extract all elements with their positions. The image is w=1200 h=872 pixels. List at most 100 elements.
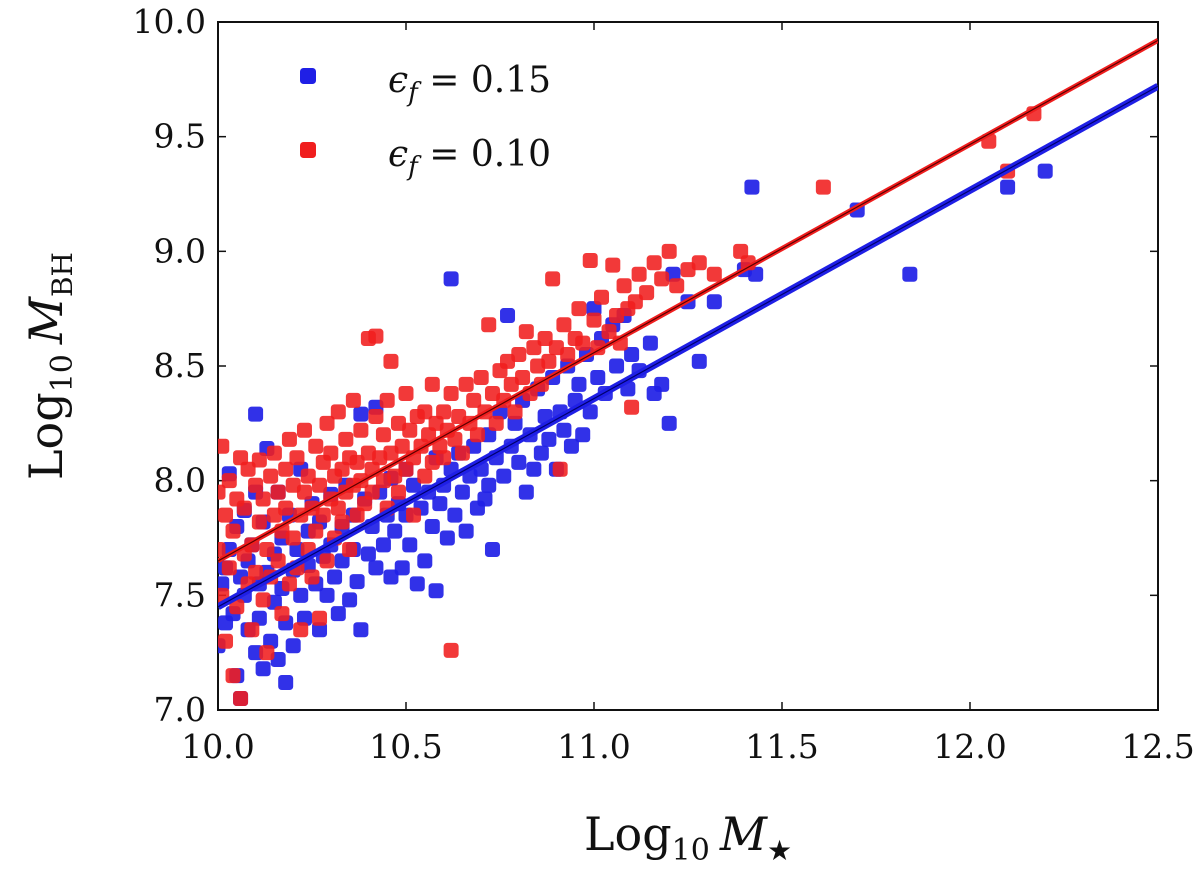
- data-point-red: [364, 484, 380, 500]
- data-point-red: [338, 431, 354, 447]
- data-point-red: [443, 386, 459, 402]
- legend-label-blue: ϵf = 0.15: [388, 60, 551, 108]
- data-point-blue: [270, 652, 286, 668]
- data-point-red: [319, 415, 335, 431]
- data-point-red: [556, 317, 572, 333]
- data-point-blue: [330, 606, 346, 622]
- data-point-blue: [248, 645, 264, 661]
- data-point-red: [270, 484, 286, 500]
- data-point-blue: [458, 523, 474, 539]
- data-point-blue: [902, 266, 918, 282]
- data-point-blue: [511, 454, 527, 470]
- data-point-red: [511, 347, 527, 363]
- data-point-red: [221, 473, 237, 489]
- data-point-red: [646, 255, 662, 271]
- data-point-blue: [609, 358, 625, 374]
- y-axis-title: Log10MBH: [19, 252, 80, 480]
- data-point-red: [526, 340, 542, 356]
- data-point-red: [654, 271, 670, 287]
- x-tick-label: 11.5: [745, 727, 818, 766]
- data-point-red: [263, 468, 279, 484]
- data-point-red: [402, 422, 418, 438]
- data-point-red: [330, 500, 346, 516]
- data-point-red: [447, 431, 463, 447]
- data-point-red: [484, 386, 500, 402]
- data-point-blue: [296, 610, 312, 626]
- data-point-blue: [654, 376, 670, 392]
- x-axis-title: Log10 M★: [584, 807, 792, 868]
- y-tick-label: 8.0: [154, 461, 206, 500]
- data-point-red: [375, 427, 391, 443]
- data-point-red: [218, 633, 234, 649]
- x-tick-label: 11.0: [557, 727, 630, 766]
- data-point-blue: [447, 507, 463, 523]
- data-point-red: [436, 450, 452, 466]
- data-point-blue: [526, 461, 542, 477]
- data-point-red: [334, 514, 350, 530]
- data-point-red: [296, 422, 312, 438]
- data-point-red: [503, 376, 519, 392]
- data-point-blue: [353, 406, 369, 422]
- data-point-red: [218, 484, 226, 500]
- data-point-blue: [266, 594, 282, 610]
- data-point-red: [330, 404, 346, 420]
- data-point-blue: [360, 546, 376, 562]
- legend: ϵf = 0.15 ϵf = 0.10: [300, 60, 551, 182]
- data-point-red: [605, 257, 621, 273]
- data-point-blue: [642, 335, 658, 351]
- data-point-red: [285, 477, 301, 493]
- data-point-blue: [500, 308, 516, 324]
- data-point-blue: [439, 530, 455, 546]
- data-point-red: [240, 461, 256, 477]
- data-point-red: [545, 271, 561, 287]
- data-point-red: [293, 622, 309, 638]
- data-point-blue: [218, 576, 230, 592]
- data-point-blue: [563, 438, 579, 454]
- data-point-blue: [586, 301, 602, 317]
- data-point-red: [406, 507, 422, 523]
- data-point-blue: [375, 537, 391, 553]
- data-point-red: [586, 312, 602, 328]
- y-tick-label: 7.0: [154, 690, 206, 729]
- data-point-red: [552, 461, 568, 477]
- data-point-red: [334, 461, 350, 477]
- data-point-red: [304, 569, 320, 585]
- data-point-blue: [327, 569, 343, 585]
- data-point-red: [594, 289, 610, 305]
- data-point-blue: [481, 477, 497, 493]
- data-point-red: [443, 642, 459, 658]
- data-point-blue: [507, 415, 523, 431]
- data-point-blue: [443, 271, 459, 287]
- data-point-blue: [571, 376, 587, 392]
- data-point-red: [387, 468, 403, 484]
- x-tick-label: 10.5: [369, 727, 442, 766]
- y-tick-label: 9.0: [154, 231, 206, 270]
- data-point-red: [285, 530, 301, 546]
- legend-label-red: ϵf = 0.10: [388, 134, 551, 182]
- data-point-red: [383, 445, 399, 461]
- data-point-red: [398, 386, 414, 402]
- data-point-blue: [665, 266, 681, 282]
- data-point-red: [530, 358, 546, 374]
- data-point-red: [417, 404, 433, 420]
- data-point-red: [255, 491, 271, 507]
- data-point-red: [624, 399, 640, 415]
- data-point-red: [225, 668, 241, 684]
- data-point-red: [661, 243, 677, 259]
- data-point-red: [616, 278, 632, 294]
- data-point-red: [225, 523, 241, 539]
- data-point-blue: [248, 406, 264, 422]
- data-point-blue: [484, 541, 500, 557]
- data-point-red: [815, 179, 831, 195]
- data-point-blue: [454, 484, 470, 500]
- data-point-blue: [312, 622, 328, 638]
- data-point-red: [368, 328, 384, 344]
- data-point-red: [458, 376, 474, 392]
- data-point-red: [669, 278, 685, 294]
- data-point-blue: [417, 553, 433, 569]
- data-point-red: [390, 484, 406, 500]
- data-point-blue: [477, 491, 493, 507]
- data-point-red: [278, 461, 294, 477]
- data-point-red: [733, 243, 749, 259]
- data-point-red: [308, 523, 324, 539]
